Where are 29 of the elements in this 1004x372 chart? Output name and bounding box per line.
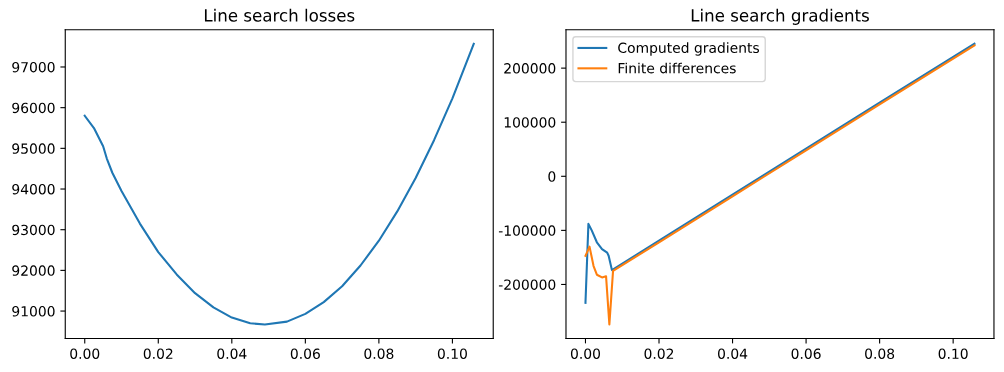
y-tick-label: 94000	[12, 183, 55, 195]
y-tick-label: 92000	[12, 265, 55, 276]
x-tick-label: 0.04	[217, 348, 247, 359]
x-tick-label: 0.04	[718, 348, 748, 359]
x-tick-label: 0.08	[865, 348, 895, 359]
legend-label: Computed gradients	[618, 42, 760, 56]
y-tick-label: -100000	[498, 225, 556, 236]
y-tick-label: 0	[548, 171, 556, 182]
y-tick-label: 97000	[12, 61, 55, 73]
x-tick-label: 0.02	[644, 348, 674, 359]
y-tick-label: 93000	[12, 224, 55, 236]
y-tick-label: 200000	[504, 63, 556, 74]
x-tick-label: 0.00	[70, 348, 100, 359]
chart-title: Line search losses	[204, 8, 355, 22]
y-tick-label: 91000	[12, 306, 55, 317]
y-tick-label: 100000	[504, 117, 556, 128]
x-tick-label: 0.06	[791, 348, 821, 359]
legend-label: Finite differences	[618, 62, 736, 74]
x-tick-label: 0.06	[290, 348, 320, 359]
x-tick-label: 0.10	[437, 348, 467, 359]
y-tick-label: 96000	[12, 102, 55, 114]
chart-title: Line search gradients	[691, 8, 869, 25]
y-tick-label: -200000	[498, 279, 556, 290]
x-tick-label: 0.02	[143, 348, 173, 359]
x-tick-label: 0.10	[938, 348, 968, 359]
y-tick-label: 95000	[12, 143, 55, 154]
line-series	[83, 42, 475, 326]
x-tick-label: 0.00	[570, 348, 601, 359]
x-tick-label: 0.08	[364, 348, 394, 359]
